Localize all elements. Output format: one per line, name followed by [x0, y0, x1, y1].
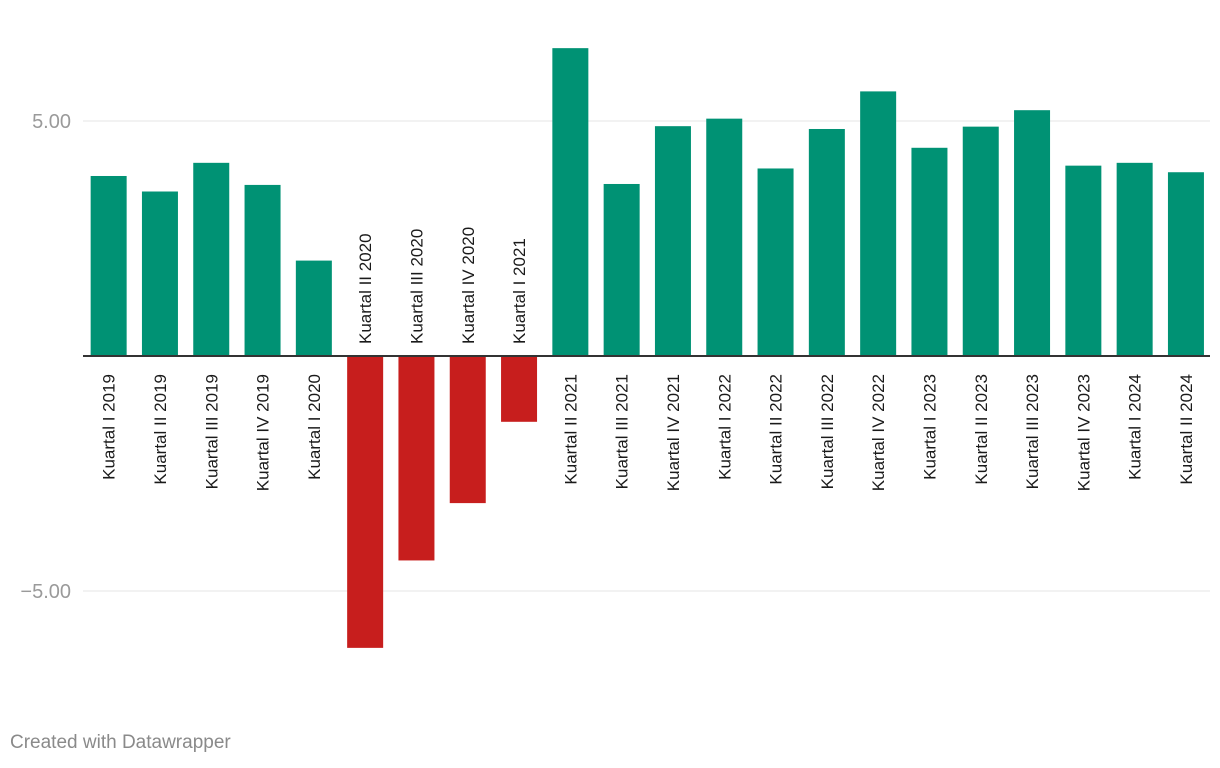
- bar: [860, 91, 897, 356]
- bar: [808, 128, 845, 356]
- bar: [1116, 162, 1153, 356]
- category-label: Kuartal IV 2022: [869, 374, 888, 491]
- category-label: Kuartal I 2023: [920, 374, 939, 480]
- footer-credit: Created with Datawrapper: [10, 732, 231, 753]
- category-label: Kuartal I 2022: [715, 374, 734, 480]
- category-label: Kuartal II 2023: [972, 374, 991, 485]
- category-label: Kuartal III 2022: [818, 374, 837, 489]
- category-label: Kuartal I 2019: [100, 374, 119, 480]
- bar: [552, 48, 589, 357]
- bar: [141, 191, 178, 356]
- bar: [193, 162, 230, 356]
- bar: [962, 126, 999, 356]
- bar: [1167, 172, 1204, 356]
- bar: [347, 356, 384, 648]
- category-label: Kuartal II 2019: [151, 374, 170, 485]
- bar: [603, 183, 640, 356]
- category-label: Kuartal I 2021: [510, 238, 529, 344]
- category-label: Kuartal III 2023: [1023, 374, 1042, 489]
- category-label: Kuartal IV 2023: [1074, 374, 1093, 491]
- category-label: Kuartal IV 2019: [254, 374, 273, 491]
- category-label: Kuartal I 2024: [1126, 374, 1145, 480]
- bar-chart: 5.00−5.00 Kuartal I 2019 Kuartal II 2019 K…: [20, 48, 1210, 648]
- y-tick-label: 5.00: [32, 111, 71, 133]
- category-labels: Kuartal I 2019 Kuartal II 2019 Kuartal III…: [100, 227, 1196, 491]
- bar: [1014, 110, 1051, 356]
- bar: [1065, 165, 1102, 356]
- bar: [398, 356, 435, 561]
- category-label: Kuartal II 2021: [561, 374, 580, 485]
- category-label: Kuartal II 2024: [1177, 374, 1196, 485]
- bar: [911, 147, 948, 356]
- bar: [757, 168, 794, 356]
- category-label: Kuartal III 2020: [407, 229, 426, 344]
- category-label: Kuartal III 2021: [613, 374, 632, 489]
- bar: [654, 126, 691, 356]
- category-label: Kuartal IV 2021: [664, 374, 683, 491]
- bar: [706, 118, 743, 357]
- bar: [295, 260, 332, 356]
- bars: [90, 48, 1204, 648]
- category-label: Kuartal IV 2020: [459, 227, 478, 344]
- bar: [449, 356, 486, 504]
- bar: [501, 356, 538, 422]
- category-label: Kuartal II 2020: [356, 233, 375, 344]
- category-label: Kuartal II 2022: [767, 374, 786, 485]
- category-label: Kuartal I 2020: [305, 374, 324, 480]
- y-tick-label: −5.00: [20, 581, 71, 603]
- bar: [90, 175, 127, 356]
- bar: [244, 184, 281, 356]
- category-label: Kuartal III 2019: [202, 374, 221, 489]
